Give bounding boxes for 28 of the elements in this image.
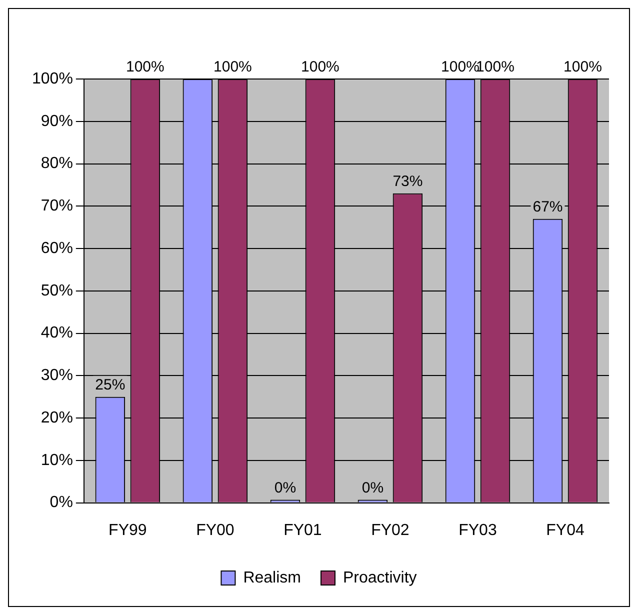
x-tick-label: FY00 [196, 522, 234, 539]
y-tick-label: 20% [40, 409, 73, 426]
y-tick-label: 50% [40, 282, 73, 300]
legend-label: Realism [243, 569, 302, 586]
x-tick-label: FY01 [284, 522, 322, 539]
data-label: 0% [274, 479, 296, 496]
y-tick-label: 30% [40, 367, 73, 384]
data-label: 67% [532, 198, 563, 216]
y-tick-label: 10% [40, 452, 73, 469]
data-label: 100% [126, 58, 164, 76]
x-tick-label: FY99 [108, 522, 147, 539]
data-label: 73% [392, 173, 423, 190]
data-label: 100% [301, 58, 340, 76]
data-label: 100% [564, 58, 602, 76]
y-tick-label: 0% [50, 494, 73, 512]
data-label: 0% [362, 479, 384, 496]
data-label: 100% [214, 58, 252, 76]
data-label: 25% [95, 376, 126, 394]
x-tick-label: FY02 [371, 522, 410, 539]
y-tick-label: 100% [32, 70, 73, 88]
y-tick-label: 70% [40, 198, 73, 215]
y-tick-label: 60% [40, 240, 73, 257]
y-tick-label: 90% [40, 112, 73, 130]
y-tick-label: 40% [40, 324, 73, 342]
legend-label: Proactivity [342, 569, 417, 586]
y-tick-label: 80% [40, 155, 73, 172]
x-tick-label: FY04 [546, 522, 584, 539]
x-tick-label: FY03 [458, 522, 497, 539]
